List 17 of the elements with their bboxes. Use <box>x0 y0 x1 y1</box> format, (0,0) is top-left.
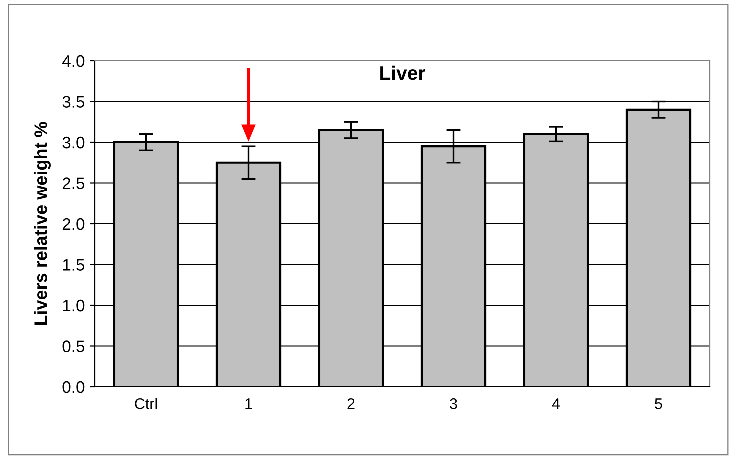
x-tick-label: 5 <box>655 398 662 410</box>
y-axis-title: Livers relative weight % <box>34 122 51 326</box>
y-tick-label: 0.0 <box>62 381 85 394</box>
x-tick-label: 3 <box>450 398 458 410</box>
y-tick-label: 3.5 <box>62 96 85 108</box>
y-tick-label: 1.0 <box>63 300 85 312</box>
y-tick-label: 0.5 <box>62 340 85 352</box>
x-tick-label: 1 <box>246 398 252 410</box>
y-tick-label: 2.0 <box>62 218 85 230</box>
y-tick-label: 2.5 <box>62 178 85 190</box>
chart-title: Liver <box>380 66 426 80</box>
y-tick-label: 3.0 <box>62 136 85 149</box>
x-tick-label: 2 <box>348 398 355 410</box>
y-tick-label: 1.5 <box>63 259 85 271</box>
y-tick-label: 4.0 <box>62 55 85 68</box>
x-tick-label: Ctrl <box>135 398 158 410</box>
x-tick-label: 4 <box>552 398 560 410</box>
